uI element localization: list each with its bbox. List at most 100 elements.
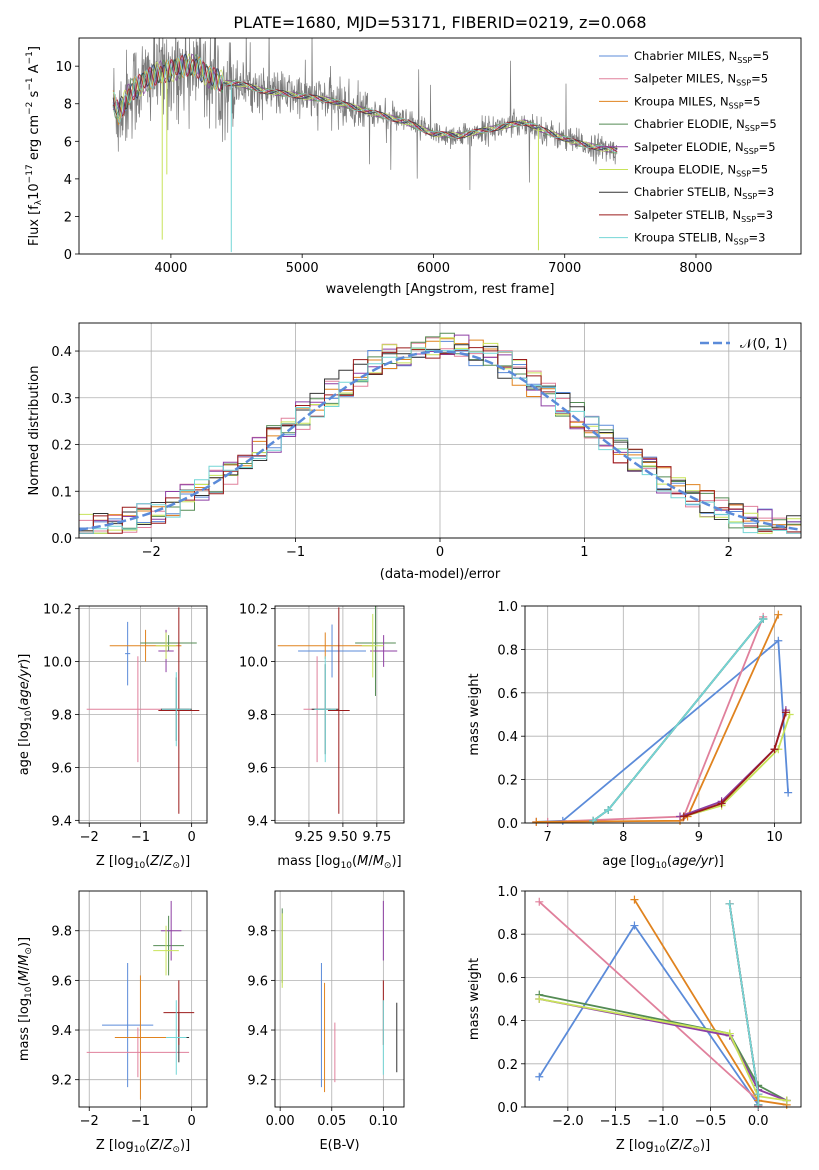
series-kroupa-elodie [679,710,794,821]
y-axis-label: mass weight [467,673,482,755]
legend-label-chabrier-stelib: Chabrier STELIB, NSSP=3 [634,185,774,201]
axes-frame [274,605,405,824]
series-marker [754,1090,763,1099]
legend-label-salpeter-stelib: Salpeter STELIB, NSSP=3 [634,208,773,224]
series-marker [784,788,793,797]
axes-frame [524,605,802,824]
y-axis-label: Normed distribution [27,366,42,496]
series-chabrier-miles [532,636,793,826]
y-tick-label: 9.2 [247,1074,268,1089]
axes-frame [274,890,405,1108]
y-tick-label: 8 [64,98,72,113]
x-tick-label: 7 [544,830,552,845]
x-tick-label: 5000 [286,261,319,276]
x-tick-label: 4000 [154,261,187,276]
legend-label-kroupa-miles: Kroupa MILES, NSSP=5 [634,94,760,110]
y-tick-label: 9.4 [247,814,268,829]
age_vs_mass-plot-area [277,606,398,814]
y-tick-label: 6 [64,135,72,150]
y-tick-label: 9.4 [51,1024,72,1039]
spectrum-model-chabrier-elodie [112,53,618,154]
y-tick-label: 9.8 [51,925,72,940]
legend-label-salpeter-miles: Salpeter MILES, NSSP=5 [634,72,768,88]
y-tick-label: 10.0 [43,656,72,671]
point-salpeter-stelib [158,607,200,814]
y-tick-label: 1.0 [497,600,518,615]
y-tick-label: 0.0 [51,532,72,547]
x-tick-label: 9 [695,830,703,845]
legend-label-chabrier-elodie: Chabrier ELODIE, NSSP=5 [634,117,777,133]
x-tick-label: −0.5 [695,1114,727,1129]
y-tick-label: 9.8 [247,925,268,940]
residual-hist-chabrier-stelib [79,344,801,532]
x-tick-label: −1 [131,1114,150,1129]
legend-label-salpeter-elodie: Salpeter ELODIE, NSSP=5 [634,140,776,156]
spectrum-legend: Chabrier MILES, NSSP=5 Salpeter MILES, NS… [599,49,777,247]
x-axis-label: Z [log10(Z/Z⊙)] [96,854,190,871]
x-tick-label: −1 [131,830,150,845]
series-line [679,709,787,818]
y-tick-label: 0.3 [51,392,72,407]
series-marker [774,610,783,619]
series-marker [532,817,541,826]
point-salpeter-elodie [370,635,398,667]
legend-label-kroupa-elodie: Kroupa ELODIE, NSSP=5 [634,163,768,179]
series-marker [535,995,544,1003]
point-salpeter-stelib [327,607,350,814]
y-axis-label: mass weight [467,958,482,1040]
point-chabrier-miles [298,624,366,678]
series-line [539,993,788,1102]
y-tick-label: 10.2 [43,603,72,618]
series-marker [785,710,794,719]
spectrum-model-salpeter-stelib [112,54,618,153]
residual-hist-salpeter-stelib [79,347,801,534]
series-salpeter-stelib [679,708,790,821]
series-line [538,901,760,1106]
y-tick-label: 10 [55,60,72,75]
point-chabrier-miles [125,621,131,686]
y-tick-label: 10.2 [239,603,268,618]
y-tick-label: 0.8 [497,643,518,658]
point-kroupa-elodie [361,613,384,678]
series-marker [781,708,790,717]
x-tick-label: 0 [436,545,444,560]
x-tick-label: −2 [80,830,99,845]
point-salpeter-elodie [160,900,182,961]
legend-label-kroupa-stelib: Kroupa STELIB, NSSP=3 [634,231,765,247]
series-marker [604,805,613,814]
series-marker [759,615,768,624]
x-tick-label: 8 [619,830,627,845]
x-tick-label: 0.10 [369,1114,398,1129]
axes-frame [524,890,802,1108]
series-marker [782,1096,791,1105]
axes-frame [78,890,208,1108]
y-tick-label: 9.6 [51,974,72,989]
y-tick-label: 0.0 [497,1101,518,1116]
x-axis-label: Z [log10(Z/Z⊙)] [616,1138,710,1155]
y-tick-label: 0.4 [497,730,518,745]
x-axis-label: mass [log10(M/M⊙)] [277,854,401,871]
x-axis-label: wavelength [Angstrom, rest frame] [326,282,555,297]
y-tick-label: 0.4 [51,345,72,360]
x-tick-label: 7000 [548,261,581,276]
y-tick-label: 9.6 [51,761,72,776]
series-chabrier-miles [535,921,763,1110]
x-tick-label: −2.0 [552,1114,584,1129]
point-chabrier-miles [102,963,154,1088]
series-line [536,638,789,823]
x-tick-label: 0 [187,1114,195,1129]
series-line [539,998,787,1102]
axes-frame [78,322,802,539]
y-tick-label: 0 [64,248,72,263]
mass_vs_EBV-plot-area [281,900,398,1093]
x-tick-label: −1.0 [647,1114,679,1129]
point-salpeter-miles [86,1027,190,1078]
y-tick-label: 0.4 [497,1015,518,1030]
series-marker [679,812,688,821]
x-tick-label: −1 [286,545,305,560]
series-marker [589,816,598,825]
point-kroupa-miles [277,632,373,659]
point-kroupa-elodie [155,632,177,659]
y-tick-label: 0.2 [497,1058,518,1073]
weight_vs_Z-panel: −2.0 −1.5 −1.0 −0.5 0.0 0.0 0.2 0.4 0.6 0.8 1.0 Z [… [467,885,802,1155]
